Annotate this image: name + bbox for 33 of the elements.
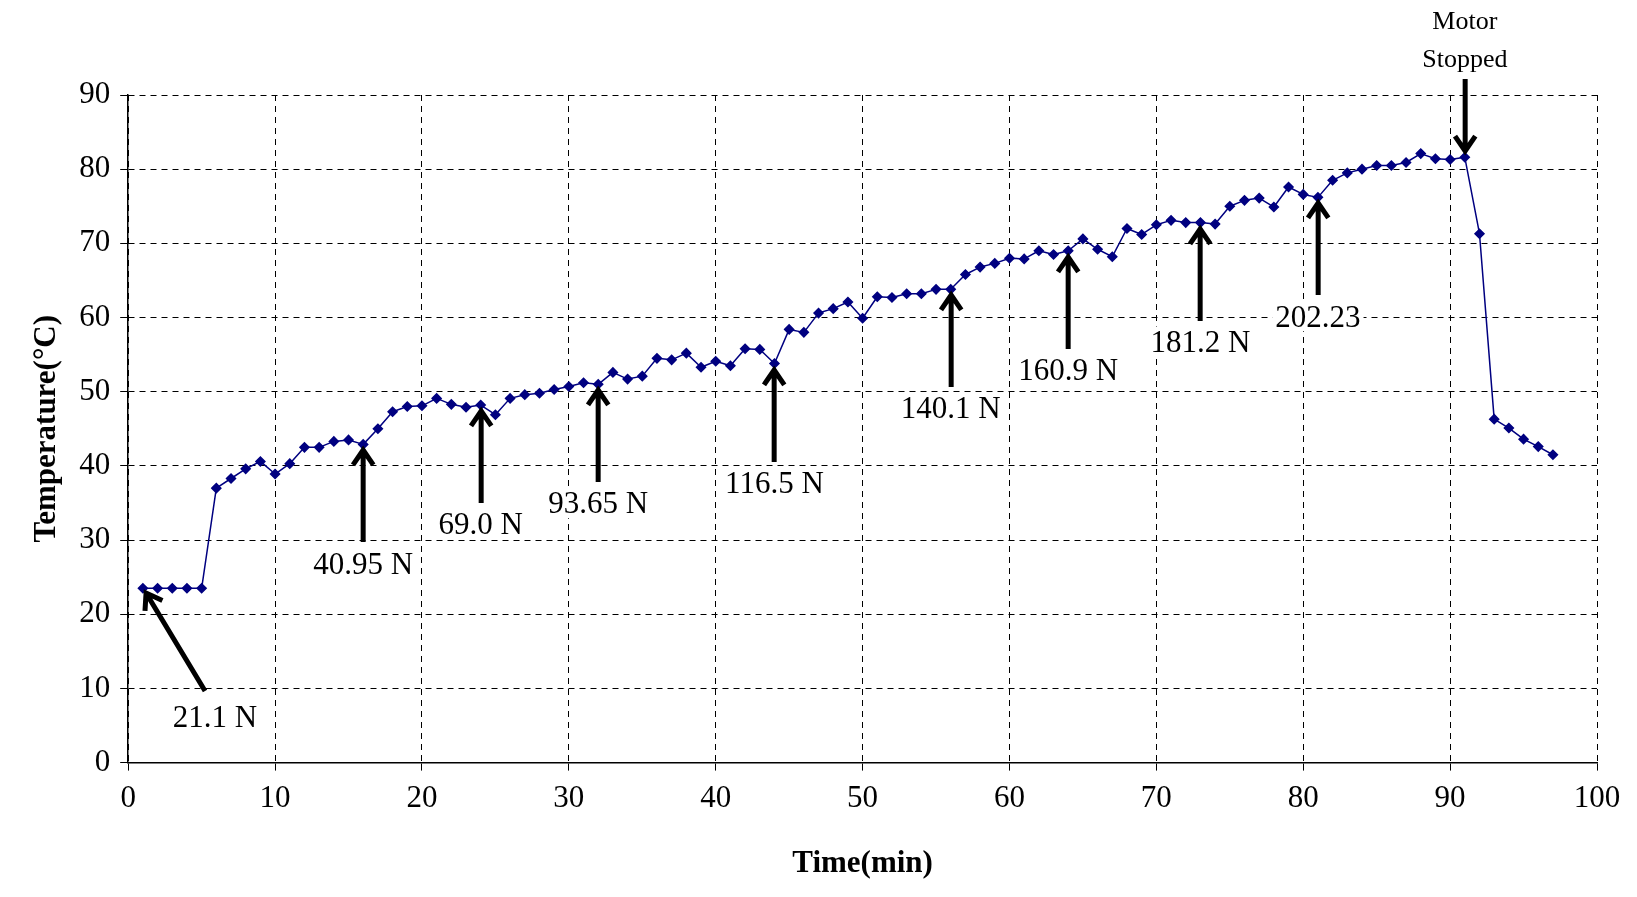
x-tick-label: 10 (259, 779, 291, 815)
x-tick-label: 0 (120, 779, 136, 815)
x-tick-label: 40 (700, 779, 732, 815)
x-tick-label: 50 (847, 779, 879, 815)
y-tick-label: 20 (79, 594, 111, 630)
y-tick-label: 50 (79, 371, 111, 407)
y-tick-label: 0 (94, 742, 111, 778)
annotation: 181.2 N (1150, 323, 1251, 359)
y-tick-label: 40 (79, 446, 111, 482)
annotation: 93.65 N (548, 485, 649, 521)
y-tick-label: 80 (79, 149, 111, 185)
x-tick-label: 70 (1140, 779, 1172, 815)
y-tick-label: 60 (79, 297, 111, 333)
y-tick-label: 30 (79, 520, 111, 556)
annotation: 116.5 N (725, 464, 824, 500)
annotation: 140.1 N (900, 390, 1001, 426)
x-tick-label: 100 (1573, 779, 1621, 815)
x-tick-label: 20 (406, 779, 438, 815)
x-tick-label: 90 (1434, 779, 1466, 815)
annotation: 69.0 N (438, 506, 523, 542)
annotation: 40.95 N (313, 545, 414, 581)
annotation: 202.23 (1275, 298, 1361, 334)
y-tick-label: 70 (79, 223, 111, 259)
y-tick-label: 10 (79, 668, 111, 704)
x-tick-label: 80 (1287, 779, 1319, 815)
annotation: 21.1 N (172, 699, 258, 735)
x-tick-label: 60 (993, 779, 1025, 815)
annotation: 160.9 N (1018, 351, 1119, 387)
y-tick-label: 90 (79, 75, 111, 111)
y-axis-title: Temperature(°C) (26, 314, 62, 543)
x-axis-title: Time(min) (792, 844, 933, 880)
x-tick-label: 30 (553, 779, 585, 815)
annotation: Motor Stopped (1422, 6, 1508, 74)
